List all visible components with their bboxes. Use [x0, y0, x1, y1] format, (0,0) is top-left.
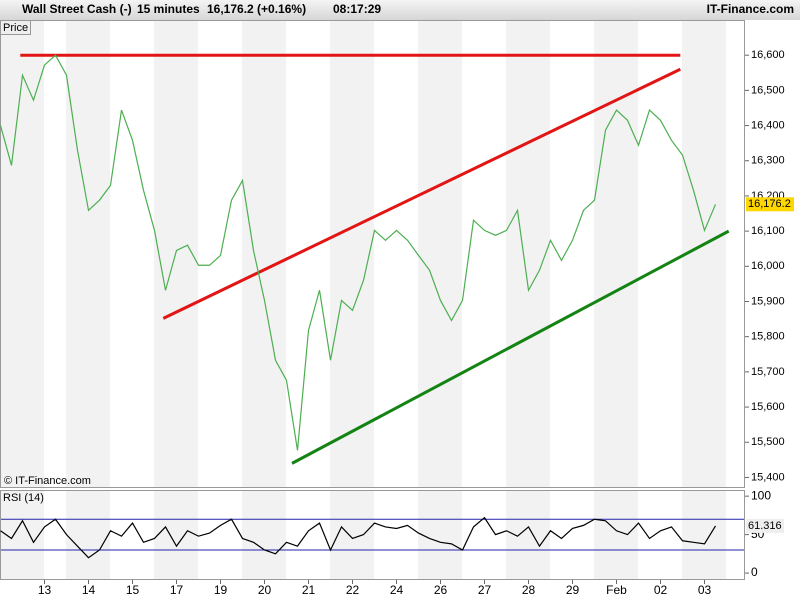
y-tick-label: 16,600 — [751, 49, 785, 61]
y-tick-label: 15,800 — [751, 331, 785, 343]
x-tick-label: 13 — [38, 583, 52, 597]
x-tick-label: 20 — [258, 583, 272, 597]
x-tick-label: 26 — [434, 583, 448, 597]
instrument: Wall Street Cash (-) — [22, 2, 132, 16]
day-stripe — [594, 21, 638, 487]
day-stripe — [154, 491, 198, 579]
brand: IT-Finance.com — [707, 2, 794, 16]
day-stripe — [0, 21, 44, 487]
x-tick-label: 24 — [390, 583, 404, 597]
last-rsi-label: 61.316 — [748, 520, 782, 532]
rsi-line — [0, 516, 717, 559]
interval: 15 minutes — [137, 2, 200, 16]
x-tick-label: 28 — [522, 583, 536, 597]
header-bar — [0, 0, 800, 20]
x-tick-label: 22 — [346, 583, 360, 597]
quote: 16,176.2 (+0.16%) — [207, 2, 306, 16]
y-tick-label: 100 — [751, 488, 771, 502]
last-rsi-box — [746, 518, 784, 533]
day-stripe — [66, 21, 110, 487]
day-stripe — [594, 491, 638, 579]
trendline — [162, 67, 681, 320]
day-stripe — [66, 491, 110, 579]
x-tick-label: 19 — [214, 583, 228, 597]
day-stripe — [418, 491, 462, 579]
y-tick-label: 0 — [751, 565, 758, 579]
y-tick-label: 15,400 — [751, 471, 785, 483]
y-tick-label: 16,000 — [751, 260, 785, 272]
x-tick-label: Feb — [606, 583, 627, 597]
x-tick-label: 27 — [478, 583, 492, 597]
day-stripe — [682, 491, 726, 579]
day-stripe — [242, 491, 286, 579]
y-tick-label: 15,500 — [751, 436, 785, 448]
day-stripe — [330, 491, 374, 579]
x-tick-label: 03 — [698, 583, 712, 597]
x-tick-label: 02 — [654, 583, 668, 597]
last-price-box — [746, 197, 794, 212]
x-tick-label: 17 — [170, 583, 184, 597]
x-tick-label: 14 — [82, 583, 96, 597]
copyright: © IT-Finance.com — [4, 475, 91, 487]
price-panel-frame — [0, 20, 745, 488]
price-line — [0, 54, 717, 451]
rsi-title: RSI (14) — [3, 492, 44, 504]
time: 08:17:29 — [333, 2, 381, 16]
day-stripe — [506, 21, 550, 487]
x-tick-label: 15 — [126, 583, 140, 597]
trendline — [291, 229, 730, 465]
day-stripe — [418, 21, 462, 487]
rsi-panel-frame — [0, 490, 745, 580]
price-label-box — [0, 20, 31, 35]
x-tick-label: 29 — [566, 583, 580, 597]
day-stripe — [242, 21, 286, 487]
y-tick-label: 16,500 — [751, 84, 785, 96]
day-stripe — [330, 21, 374, 487]
day-stripe — [506, 491, 550, 579]
panel-label: Price — [3, 22, 28, 34]
y-tick-label: 16,400 — [751, 119, 785, 131]
y-tick-label: 15,600 — [751, 401, 785, 413]
x-tick-label: 21 — [302, 583, 316, 597]
y-tick-label: 15,700 — [751, 366, 785, 378]
day-stripe — [682, 21, 726, 487]
y-tick-label: 15,900 — [751, 295, 785, 307]
last-price-label: 16,176.2 — [748, 198, 791, 210]
y-tick-label: 16,300 — [751, 155, 785, 167]
y-tick-label: 16,100 — [751, 225, 785, 237]
